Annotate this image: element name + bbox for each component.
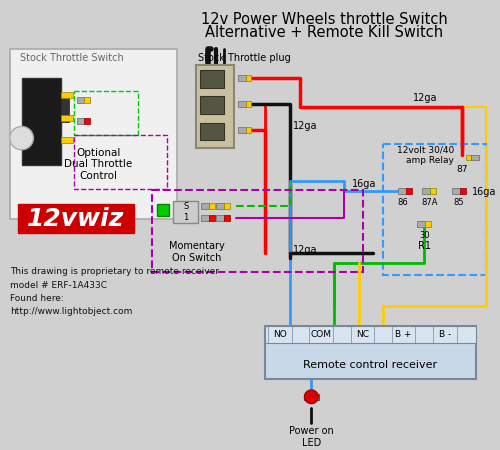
Text: B +: B + (396, 330, 412, 339)
Bar (246, 101, 252, 107)
Bar (398, 188, 406, 194)
Bar (84, 118, 90, 123)
Text: 12v Power Wheels throttle Switch: 12v Power Wheels throttle Switch (201, 12, 448, 27)
Bar (200, 96, 224, 114)
Text: 12volt 30/40
amp Relay: 12volt 30/40 amp Relay (396, 146, 454, 165)
Text: 16ga: 16ga (352, 179, 376, 189)
Bar (84, 97, 90, 103)
Bar (304, 394, 319, 400)
Bar (430, 188, 436, 194)
Bar (18, 204, 134, 234)
Text: COM: COM (310, 330, 332, 339)
Text: R1: R1 (418, 241, 431, 251)
Bar (265, 326, 476, 379)
Text: 30: 30 (419, 231, 430, 240)
Bar (209, 215, 215, 221)
Bar (350, 326, 374, 343)
Text: 86: 86 (398, 198, 408, 207)
Bar (74, 135, 167, 189)
Bar (61, 137, 72, 143)
Bar (452, 188, 460, 194)
Text: Stock Throttle Switch: Stock Throttle Switch (20, 53, 124, 63)
Text: Momentary
On Switch: Momentary On Switch (168, 241, 224, 263)
Bar (200, 70, 224, 88)
Bar (433, 326, 456, 343)
Bar (157, 204, 169, 216)
Text: Optional
Dual Throttle
Control: Optional Dual Throttle Control (64, 148, 132, 181)
Text: NC: NC (356, 330, 369, 339)
Bar (426, 221, 431, 227)
Bar (61, 97, 69, 122)
Text: Stock Throttle plug: Stock Throttle plug (198, 54, 291, 63)
Bar (246, 127, 252, 133)
Text: 12ga: 12ga (292, 245, 317, 255)
Bar (202, 203, 209, 209)
Circle shape (10, 126, 34, 150)
Bar (173, 201, 199, 223)
Text: Power on
LED: Power on LED (289, 426, 334, 448)
Circle shape (304, 390, 318, 404)
Bar (224, 215, 230, 221)
Bar (76, 97, 84, 103)
Bar (238, 127, 246, 133)
Bar (265, 326, 476, 343)
Text: S
1: S 1 (183, 202, 188, 222)
Text: This drawing is proprietary to remote receiver
model # ERF-1A433C
Found here:
ht: This drawing is proprietary to remote re… (10, 267, 219, 316)
Text: 12ga: 12ga (292, 122, 317, 131)
Text: 12vwiz: 12vwiz (27, 207, 124, 231)
Bar (22, 78, 61, 165)
Bar (268, 326, 291, 343)
Bar (383, 144, 486, 275)
Bar (466, 155, 471, 161)
Bar (76, 118, 84, 123)
Bar (310, 326, 333, 343)
Text: 85: 85 (454, 198, 464, 207)
Bar (152, 189, 364, 272)
Bar (224, 203, 230, 209)
Bar (392, 326, 415, 343)
Bar (238, 75, 246, 81)
Bar (196, 65, 234, 148)
Bar (472, 155, 480, 161)
Bar (61, 115, 72, 121)
Bar (209, 203, 215, 209)
Bar (460, 188, 466, 194)
Bar (216, 203, 224, 209)
Bar (74, 91, 138, 135)
Bar (61, 92, 72, 98)
Bar (200, 122, 224, 140)
Bar (202, 215, 209, 221)
Text: NO: NO (273, 330, 287, 339)
Text: 87A: 87A (421, 198, 438, 207)
Text: B -: B - (439, 330, 451, 339)
Bar (418, 221, 426, 227)
Text: 16ga: 16ga (472, 186, 496, 197)
Bar (406, 188, 411, 194)
Text: 87: 87 (456, 165, 468, 174)
Bar (10, 49, 177, 219)
Bar (246, 75, 252, 81)
Bar (422, 188, 430, 194)
Text: Alternative + Remote Kill Switch: Alternative + Remote Kill Switch (205, 25, 443, 40)
Bar (216, 215, 224, 221)
Text: Remote control receiver: Remote control receiver (303, 360, 438, 370)
Bar (238, 101, 246, 107)
Text: 12ga: 12ga (412, 93, 437, 103)
